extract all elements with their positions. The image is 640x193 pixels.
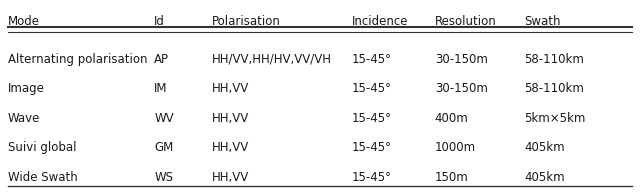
Text: Swath: Swath xyxy=(524,15,561,28)
Text: HH,VV: HH,VV xyxy=(212,82,249,95)
Text: Id: Id xyxy=(154,15,165,28)
Text: 5km×5km: 5km×5km xyxy=(524,112,586,125)
Text: Alternating polarisation: Alternating polarisation xyxy=(8,53,147,66)
Text: 15-45°: 15-45° xyxy=(352,53,392,66)
Text: Suivi global: Suivi global xyxy=(8,141,76,154)
Text: HH,VV: HH,VV xyxy=(212,141,249,154)
Text: WS: WS xyxy=(154,171,173,184)
Text: 405km: 405km xyxy=(524,171,564,184)
Text: 405km: 405km xyxy=(524,141,564,154)
Text: 15-45°: 15-45° xyxy=(352,171,392,184)
Text: 15-45°: 15-45° xyxy=(352,141,392,154)
Text: 15-45°: 15-45° xyxy=(352,82,392,95)
Text: GM: GM xyxy=(154,141,173,154)
Text: 15-45°: 15-45° xyxy=(352,112,392,125)
Text: Polarisation: Polarisation xyxy=(212,15,280,28)
Text: HH,VV: HH,VV xyxy=(212,171,249,184)
Text: HH,VV: HH,VV xyxy=(212,112,249,125)
Text: Wide Swath: Wide Swath xyxy=(8,171,77,184)
Text: 30-150m: 30-150m xyxy=(435,82,488,95)
Text: 58-110km: 58-110km xyxy=(524,82,584,95)
Text: WV: WV xyxy=(154,112,174,125)
Text: Mode: Mode xyxy=(8,15,40,28)
Text: Image: Image xyxy=(8,82,45,95)
Text: 150m: 150m xyxy=(435,171,468,184)
Text: Resolution: Resolution xyxy=(435,15,497,28)
Text: HH/VV,HH/HV,VV/VH: HH/VV,HH/HV,VV/VH xyxy=(212,53,332,66)
Text: IM: IM xyxy=(154,82,168,95)
Text: AP: AP xyxy=(154,53,170,66)
Text: Wave: Wave xyxy=(8,112,40,125)
Text: 58-110km: 58-110km xyxy=(524,53,584,66)
Text: 30-150m: 30-150m xyxy=(435,53,488,66)
Text: Incidence: Incidence xyxy=(352,15,408,28)
Text: 400m: 400m xyxy=(435,112,468,125)
Text: 1000m: 1000m xyxy=(435,141,476,154)
